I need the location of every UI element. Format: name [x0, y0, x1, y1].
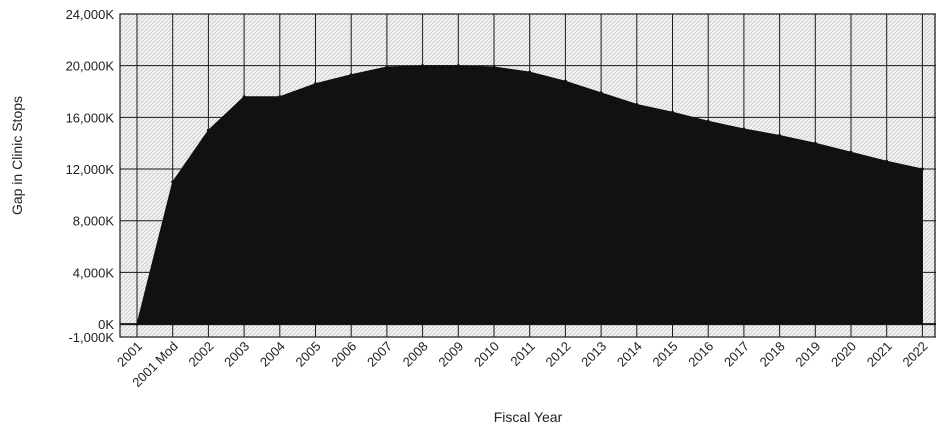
- x-tick-label: 2021: [864, 339, 895, 370]
- x-tick-label: 2017: [721, 339, 752, 370]
- x-tick-label: 2018: [757, 339, 788, 370]
- x-tick-label: 2010: [471, 339, 502, 370]
- data-point: [778, 133, 782, 137]
- x-tick-label: 2022: [899, 339, 930, 370]
- data-point: [242, 95, 246, 99]
- data-point: [635, 102, 639, 106]
- x-tick-label: 2003: [221, 339, 252, 370]
- x-tick-label: 2004: [257, 339, 288, 370]
- x-tick-label: 2001: [114, 339, 145, 370]
- y-tick-label: 8,000K: [73, 214, 115, 229]
- plot-border: [119, 13, 936, 338]
- x-tick-label: 2019: [792, 339, 823, 370]
- data-point: [885, 159, 889, 163]
- x-tick-label: 2015: [650, 339, 681, 370]
- data-point: [135, 322, 139, 326]
- x-tick-label: 2016: [685, 339, 716, 370]
- x-tick-label: 2011: [507, 339, 537, 369]
- data-point: [563, 79, 567, 83]
- y-tick-label: 12,000K: [66, 162, 115, 177]
- data-point: [314, 82, 317, 86]
- data-point: [278, 95, 282, 99]
- data-point: [671, 110, 674, 114]
- x-tick-label: 2007: [364, 339, 395, 370]
- data-point: [171, 180, 175, 184]
- x-tick-label: 2002: [185, 339, 216, 370]
- x-tick-label: 2013: [578, 339, 609, 370]
- x-tick-label: 2020: [828, 339, 859, 370]
- data-point: [706, 119, 710, 123]
- data-point: [742, 127, 746, 131]
- x-tick-label: 2009: [435, 339, 466, 370]
- y-tick-label: -1,000K: [68, 330, 114, 345]
- data-point: [456, 64, 460, 68]
- data-point: [599, 91, 603, 95]
- y-tick-label: 0K: [98, 317, 114, 332]
- y-tick-label: 4,000K: [73, 265, 115, 280]
- data-point: [349, 73, 353, 77]
- y-tick-label: 20,000K: [66, 59, 115, 74]
- data-point: [421, 64, 425, 68]
- data-point: [813, 141, 817, 145]
- data-point: [528, 70, 532, 74]
- y-tick-label: 24,000K: [66, 7, 115, 22]
- data-point: [492, 65, 496, 69]
- x-tick-label: 2005: [293, 339, 324, 370]
- x-tick-label: 2008: [400, 339, 431, 370]
- x-tick-label: 2006: [328, 339, 359, 370]
- data-point: [849, 150, 853, 154]
- x-tick-label: 2014: [614, 339, 645, 370]
- x-axis-title: Fiscal Year: [494, 409, 563, 425]
- data-point: [920, 167, 924, 171]
- y-tick-label: 16,000K: [66, 110, 115, 125]
- data-point: [206, 128, 210, 132]
- x-tick-label: 2012: [542, 339, 573, 370]
- y-axis-title: Gap in Clinic Stops: [9, 96, 25, 215]
- data-point: [385, 65, 389, 69]
